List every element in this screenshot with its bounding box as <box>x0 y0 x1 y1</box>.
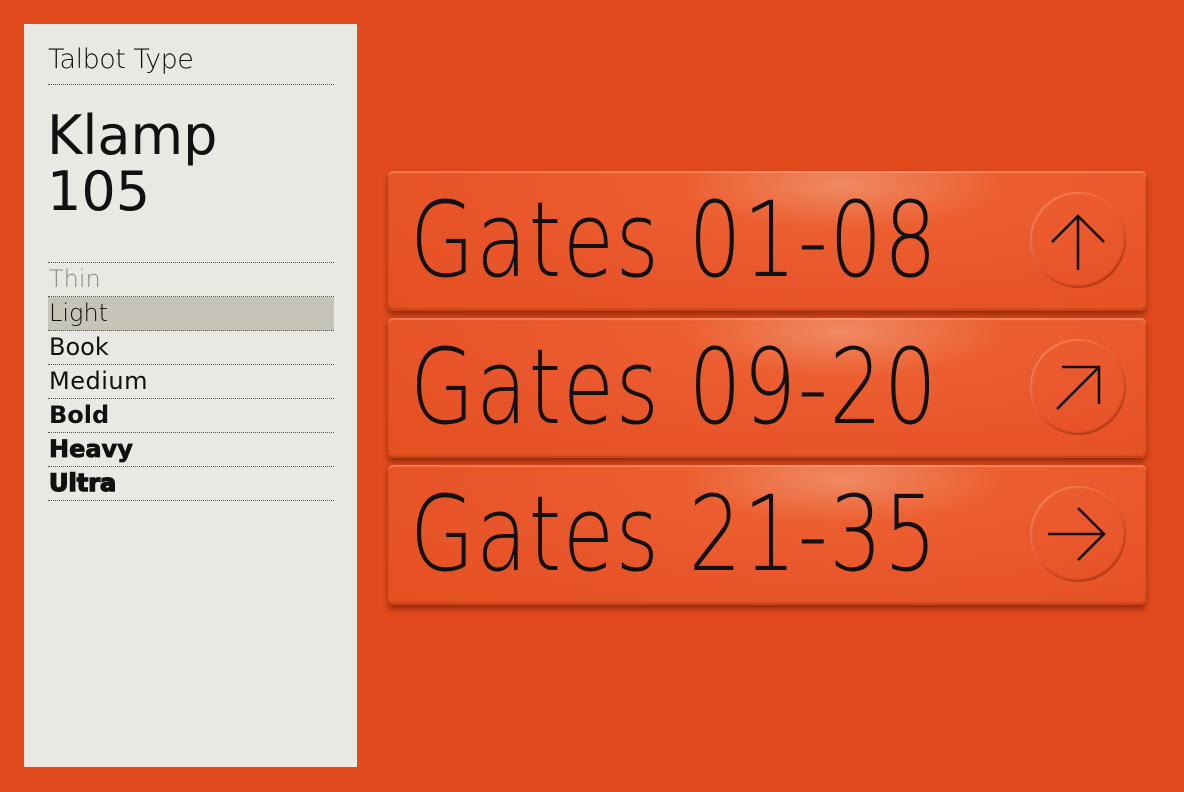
weight-list: Thin Light Book Medium Bold Heavy Ultra <box>48 262 334 501</box>
sign-label: Gates 21-35 <box>410 473 939 595</box>
divider <box>48 84 334 85</box>
weight-item-medium[interactable]: Medium <box>48 365 334 399</box>
sign-gates-21-35: Gates 21-35 <box>388 465 1146 605</box>
arrow-right-icon <box>1030 486 1126 582</box>
weight-item-thin[interactable]: Thin <box>48 262 334 297</box>
brand-name: Talbot Type <box>48 44 194 75</box>
weight-item-heavy[interactable]: Heavy <box>48 433 334 467</box>
font-name: Klamp <box>47 104 218 167</box>
font-title: Klamp 105 <box>47 108 217 220</box>
weight-item-light[interactable]: Light <box>48 297 334 331</box>
arrow-up-icon <box>1030 192 1126 288</box>
font-number: 105 <box>47 160 151 223</box>
sign-label: Gates 01-08 <box>410 179 939 301</box>
sign-gates-01-08: Gates 01-08 <box>388 171 1146 311</box>
weight-item-ultra[interactable]: Ultra <box>48 467 334 501</box>
sign-label: Gates 09-20 <box>410 326 939 448</box>
weight-item-bold[interactable]: Bold <box>48 399 334 433</box>
arrow-up-right-icon <box>1030 339 1126 435</box>
specimen-panel: Talbot Type Klamp 105 Thin Light Book Me… <box>24 24 357 767</box>
sign-gates-09-20: Gates 09-20 <box>388 318 1146 458</box>
weight-item-book[interactable]: Book <box>48 331 334 365</box>
